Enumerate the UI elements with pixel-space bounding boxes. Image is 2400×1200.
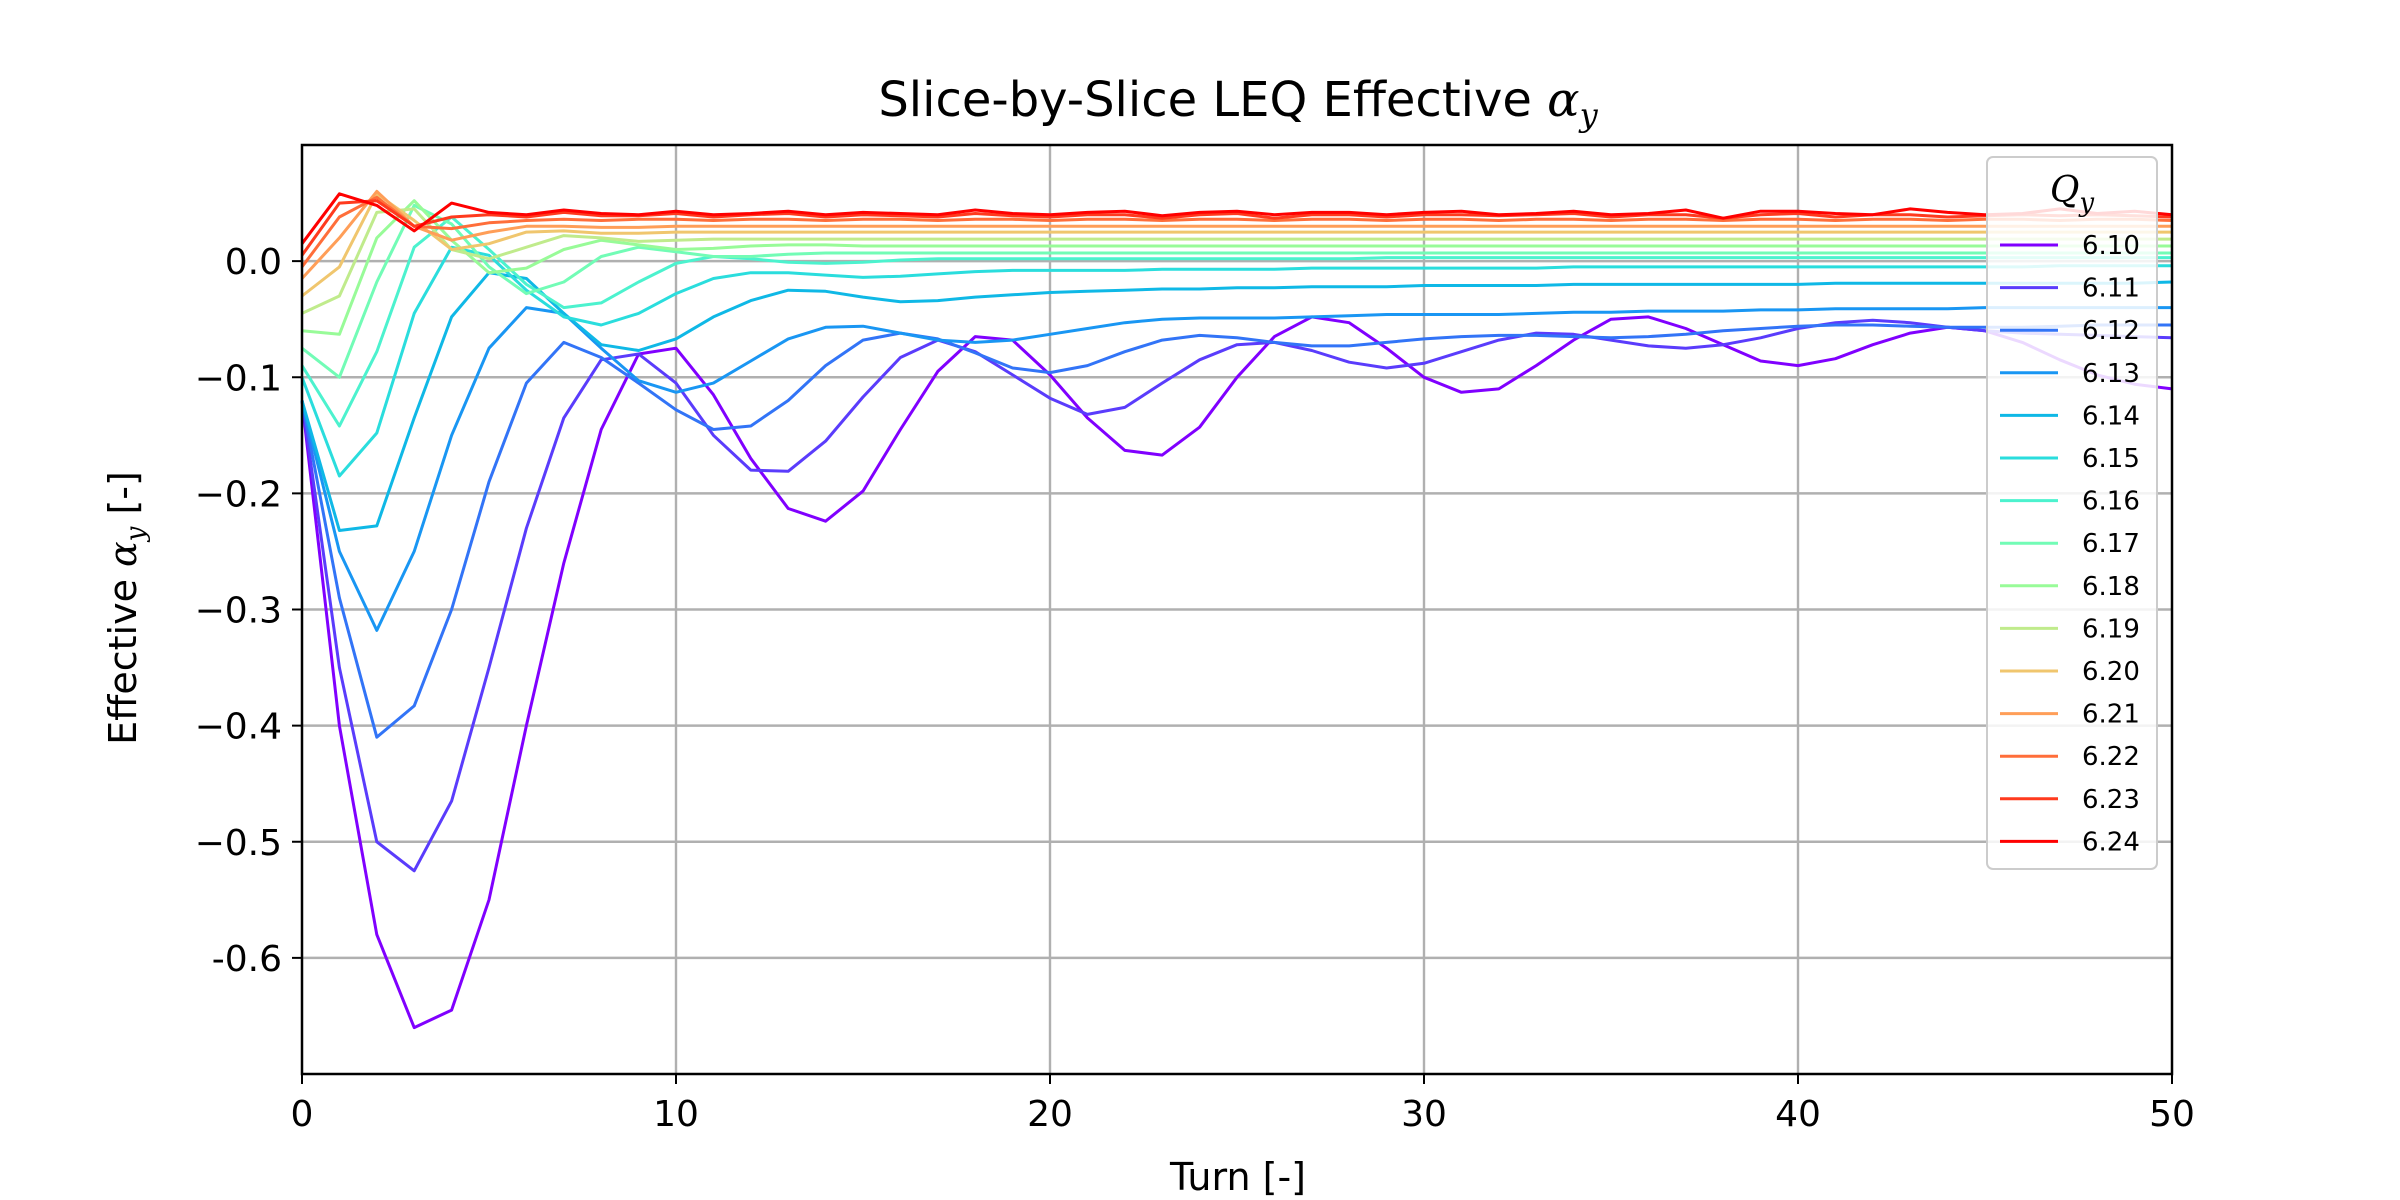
y-tick-label: −0.2 bbox=[195, 474, 282, 515]
y-tick-label: −0.5 bbox=[195, 823, 282, 864]
x-tick-label: 10 bbox=[653, 1094, 699, 1135]
grid bbox=[302, 145, 2172, 1074]
legend-label: 6.19 bbox=[2082, 614, 2140, 644]
legend-label: 6.12 bbox=[2082, 316, 2140, 346]
series-line-6-13 bbox=[300, 306, 2172, 632]
x-tick-label: 20 bbox=[1027, 1094, 1073, 1135]
legend-label: 6.23 bbox=[2082, 785, 2140, 815]
series-line-6-10 bbox=[300, 315, 2173, 1030]
legend-box bbox=[1986, 156, 2158, 870]
series-line-6-21 bbox=[300, 189, 2172, 280]
legend: Qy 6.106.116.126.136.146.156.166.176.186… bbox=[1986, 156, 2158, 870]
legend-label: 6.18 bbox=[2082, 572, 2140, 602]
series-line-6-24 bbox=[300, 192, 2173, 245]
legend-title: Qy bbox=[2050, 170, 2095, 218]
series-line-6-18 bbox=[301, 199, 2172, 336]
y-axis-label: Effective αy [-] bbox=[101, 471, 151, 745]
y-axis-ticks: 0.0 −0.1 −0.2 −0.3 −0.4 −0.5 -0.6 bbox=[195, 242, 302, 980]
series-line-6-14 bbox=[300, 271, 2173, 532]
legend-label: 6.14 bbox=[2082, 401, 2140, 431]
x-tick-label: 40 bbox=[1775, 1094, 1821, 1135]
x-tick-label: 30 bbox=[1401, 1094, 1447, 1135]
legend-label: 6.22 bbox=[2082, 742, 2140, 772]
y-tick-label: −0.1 bbox=[195, 358, 282, 399]
series-line-6-20 bbox=[301, 192, 2172, 298]
legend-label: 6.11 bbox=[2082, 274, 2140, 304]
series-line-6-19 bbox=[301, 207, 2172, 315]
legend-label: 6.15 bbox=[2082, 444, 2140, 474]
legend-label: 6.16 bbox=[2082, 487, 2140, 517]
legend-label: 6.24 bbox=[2082, 827, 2140, 857]
y-tick-label: −0.4 bbox=[195, 707, 282, 748]
legend-label: 6.13 bbox=[2082, 359, 2140, 389]
y-tick-label: -0.6 bbox=[212, 939, 282, 980]
legend-label: 6.20 bbox=[2082, 657, 2140, 687]
legend-label: 6.21 bbox=[2082, 700, 2140, 730]
legend-label: 6.17 bbox=[2082, 529, 2140, 559]
y-tick-label: 0.0 bbox=[225, 242, 282, 283]
series-lines bbox=[300, 189, 2173, 1030]
legend-entries: 6.10 6.11 6.12 6.13 6.14 6.15 6.16 6.17 6.18 6.19… bbox=[2000, 231, 2140, 857]
series-line-6-22 bbox=[300, 195, 2173, 268]
x-tick-label: 50 bbox=[2149, 1094, 2195, 1135]
chart-title: Slice-by-Slice LEQ Effective αy bbox=[878, 72, 1598, 134]
series-line-6-17 bbox=[301, 203, 2172, 379]
legend-label: 6.10 bbox=[2082, 231, 2140, 261]
x-tick-label: 0 bbox=[291, 1094, 314, 1135]
x-axis-label: Turn [-] bbox=[1169, 1155, 1306, 1199]
x-axis-ticks: 0 10 20 30 40 50 bbox=[291, 1074, 2195, 1135]
y-tick-label: −0.3 bbox=[195, 591, 282, 632]
series-line-6-15 bbox=[300, 245, 2172, 478]
series-line-6-12 bbox=[300, 323, 2172, 739]
series-line-6-16 bbox=[300, 215, 2172, 428]
